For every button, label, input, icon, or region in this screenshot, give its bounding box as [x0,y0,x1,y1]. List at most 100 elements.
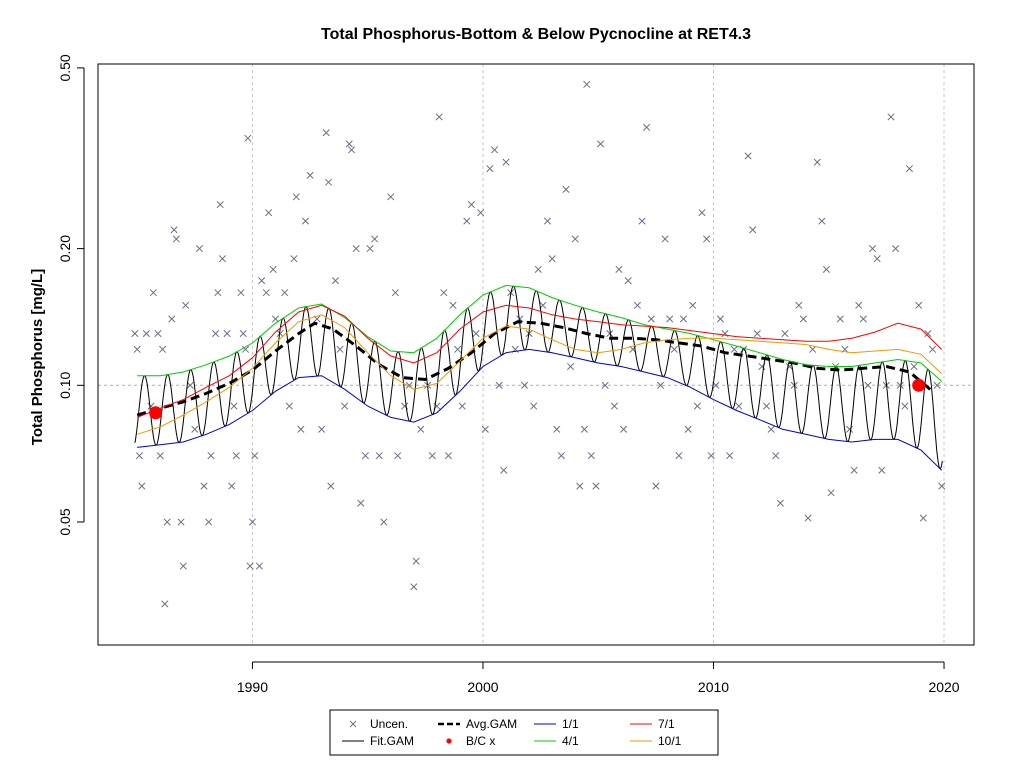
observation-x-stroke [313,315,321,323]
observation-point [502,158,510,166]
observation-x-stroke [670,345,678,353]
observation-point [887,113,895,121]
observation-point [762,402,771,410]
observation-x-stroke [698,209,706,217]
observation-point [809,345,817,353]
observation-point [149,289,157,297]
observation-x-stroke [435,113,443,121]
observation-x-stroke [661,235,669,243]
observation-point [371,235,379,243]
observation-point [896,381,904,389]
observation-x-stroke [481,425,489,433]
x-tick-label: 1990 [237,679,268,695]
observation-x-stroke [248,518,257,526]
observation-x-stroke [216,201,224,209]
y-tick-label: 0.05 [57,508,73,535]
observation-point [154,330,162,338]
observation-point [818,217,826,225]
observation-point [693,402,701,410]
observation-x-stroke [583,80,591,88]
observation-x-stroke [428,452,436,460]
observation-point [675,452,683,460]
observation-x-stroke [205,518,213,526]
observation-point [703,235,711,243]
observation-x-stroke [230,402,238,410]
observation-x-stroke [182,301,190,309]
legend-box [329,709,719,756]
observation-point [191,425,199,433]
observation-x-stroke [158,345,167,353]
observation-x-stroke [371,235,379,243]
observation-x-stroke [331,277,339,285]
observation-point [647,315,655,323]
observation-x-stroke [587,452,595,460]
observation-x-stroke [186,381,194,389]
observation-x-stroke [601,381,609,389]
observation-point [530,402,538,410]
observation-point [318,425,326,433]
observation-point [557,452,565,460]
legend-marker [446,738,452,744]
observation-point [670,345,678,353]
observation-point [391,289,399,297]
observation-point [804,514,812,522]
observation-point [689,301,697,309]
observation-x-stroke [352,245,360,253]
observation-point [246,562,254,570]
observation-point [850,466,858,474]
observation-x-stroke [548,255,556,263]
observation-x-stroke [212,330,220,338]
observation-point [463,217,471,225]
observation-x-stroke [726,452,734,460]
observation-x-stroke [534,265,542,273]
series-line-1-1 [137,348,943,471]
observation-x-stroke [610,402,618,410]
observation-point [394,452,402,460]
observation-point [449,301,457,309]
observation-x-stroke [477,209,485,217]
observation-x-stroke [246,562,254,570]
observation-point [795,301,803,309]
observation-x-stroke [892,245,900,253]
observation-point [248,518,257,526]
observation-x-stroke [818,217,826,225]
observation-x-stroke [394,452,402,460]
observation-point [606,330,614,338]
observation-x-stroke [149,289,157,297]
y-tick-label: 0.50 [57,54,73,81]
observation-x-stroke [410,583,418,591]
observation-x-stroke [281,289,289,297]
observation-x-stroke [239,330,247,338]
observation-point [387,193,395,201]
observation-x-stroke [301,217,310,225]
observation-x-stroke [901,402,909,410]
observation-x-stroke [380,518,388,526]
observation-x-stroke [322,129,330,137]
bc-point [149,406,163,420]
observation-point [170,226,178,234]
observation-point [168,315,176,323]
observation-point [726,452,734,460]
observation-point [380,518,388,526]
observation-point [172,235,180,243]
x-tick-label: 2020 [928,679,959,695]
observation-point [548,255,556,263]
observation-point [477,209,485,217]
observation-point [467,201,476,209]
observation-x-stroke [520,381,529,389]
grid-lines [251,64,945,645]
observation-point [163,518,171,526]
observation-x-stroke [878,466,886,474]
observation-x-stroke [592,482,600,490]
fit-gam-curve [134,285,943,470]
observation-x-stroke [223,330,231,338]
observation-point [583,80,591,88]
observation-point [214,289,222,297]
observation-x-stroke [195,245,203,253]
observation-x-stroke [915,301,923,309]
observation-x-stroke [401,402,409,410]
observation-point [615,265,623,273]
observation-x-stroke [762,402,771,410]
observation-point [679,315,688,323]
observation-x-stroke [191,425,199,433]
